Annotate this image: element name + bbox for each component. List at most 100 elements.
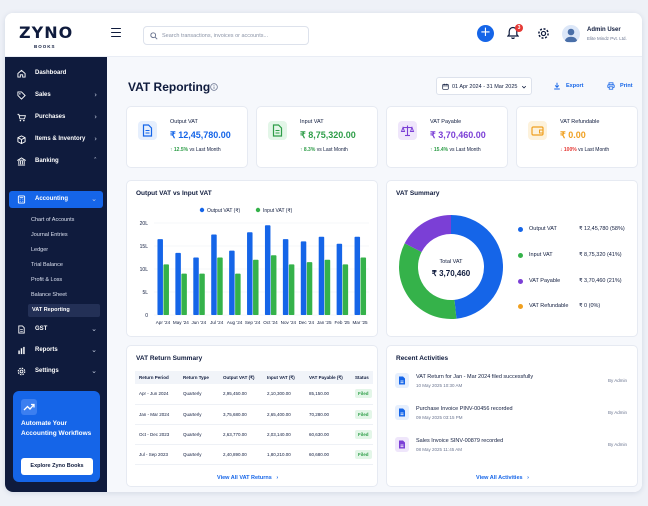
chevron-right-icon: › — [94, 135, 97, 143]
add-new-button[interactable]: + — [477, 25, 494, 42]
user-name[interactable]: Admin User — [587, 27, 621, 33]
kpi-label: Output VAT — [170, 119, 198, 125]
bar-input-vat[interactable] — [217, 257, 223, 316]
table-header[interactable]: VAT Payable (₹) — [305, 371, 351, 384]
scale-icon — [398, 121, 417, 140]
search-input[interactable] — [162, 31, 302, 41]
legend-label: Input VAT (₹) — [263, 208, 293, 214]
explore-button[interactable]: Explore Zyno Books — [21, 458, 93, 475]
status-badge: Filed — [355, 449, 372, 459]
table-cell: Apr - Jun 2024 — [135, 384, 179, 405]
sidebar-subitem-balance-sheet[interactable]: Balance Sheet — [31, 292, 67, 298]
table-cell: 1,80,210.00 — [263, 444, 305, 465]
activity-title[interactable]: Purchase Invoice PINV-00456 recorded — [416, 406, 513, 412]
sidebar-item-settings[interactable]: Settings ⌄ — [9, 363, 103, 380]
bar-input-vat[interactable] — [342, 264, 349, 315]
user-org: Elite Mindz Pvt. Ltd. — [587, 36, 627, 41]
kpi-change: ↑ 15.4% vs Last Month — [430, 147, 481, 153]
kpi-card-vat-refundable[interactable]: VAT Refundable ₹ 0.00 ↓ 100% vs Last Mon… — [516, 106, 638, 168]
sidebar-item-inventory[interactable]: Items & Inventory › — [9, 131, 103, 148]
kpi-card-vat-payable[interactable]: VAT Payable ₹ 3,70,460.00 ↑ 15.4% vs Las… — [386, 106, 508, 168]
table-header[interactable]: Input VAT (₹) — [263, 371, 305, 384]
bar-output-vat[interactable] — [336, 243, 343, 315]
sidebar-subitem-trial-balance[interactable]: Trial Balance — [31, 262, 63, 268]
donut-center-label: Total VAT — [439, 259, 463, 265]
table-row[interactable]: Jan - Mar 2024 Quarterly 3,75,680.00 2,65,4… — [135, 404, 373, 425]
table-cell: 60,680.00 — [305, 444, 351, 465]
bar-output-vat[interactable] — [300, 241, 307, 315]
sidebar-item-label: Purchases — [35, 114, 66, 120]
bar-input-vat[interactable] — [288, 264, 295, 315]
sidebar-item-purchases[interactable]: Purchases › — [9, 109, 103, 126]
table-row[interactable]: Oct - Dec 2023 Quarterly 2,63,770.00 2,03,1… — [135, 424, 373, 445]
sidebar-item-reports[interactable]: Reports ⌄ — [9, 342, 103, 359]
activity-author: By Admin — [607, 410, 627, 415]
bar-input-vat[interactable] — [163, 264, 169, 315]
table-row[interactable]: Jul - Sep 2023 Quarterly 2,40,890.00 1,80,2… — [135, 444, 373, 465]
menu-icon[interactable] — [111, 28, 121, 38]
kpi-card-input-vat[interactable]: Input VAT ₹ 8,75,320.00 ↑ 8.3% vs Last M… — [256, 106, 378, 168]
bar-output-vat[interactable] — [318, 236, 325, 315]
bar-input-vat[interactable] — [235, 273, 241, 315]
gear-icon[interactable] — [537, 27, 550, 40]
bar-output-vat[interactable] — [247, 232, 253, 315]
table-cell: Quarterly — [179, 384, 219, 405]
table-header[interactable]: Status — [351, 371, 373, 384]
info-icon[interactable] — [210, 83, 218, 91]
chevron-down-icon — [521, 85, 527, 89]
legend-marker — [199, 207, 205, 213]
date-range-picker[interactable]: 01 Apr 2024 - 31 Mar 2025 — [436, 77, 532, 95]
chevron-right-icon: › — [527, 475, 529, 481]
print-button[interactable]: Print — [607, 77, 637, 95]
kpi-card-output-vat[interactable]: Output VAT ₹ 12,45,780.00 ↑ 12.5% vs Las… — [126, 106, 248, 168]
bar-output-vat[interactable] — [264, 225, 271, 315]
bar-output-vat[interactable] — [157, 239, 163, 315]
bar-output-vat[interactable] — [175, 252, 181, 315]
donut-slice-vat-payable[interactable] — [404, 215, 451, 253]
legend-value: ₹ 0 (0%) — [579, 303, 601, 309]
bar-output-vat[interactable] — [193, 257, 199, 316]
sidebar-subitem-profit-loss[interactable]: Profit & Loss — [31, 277, 63, 283]
bar-input-vat[interactable] — [306, 262, 313, 315]
sidebar-subitem-ledger[interactable]: Ledger — [31, 247, 49, 253]
table-cell: 3,75,680.00 — [219, 404, 263, 425]
activity-title[interactable]: Sales Invoice SINV-00879 recorded — [416, 438, 504, 444]
bar-input-vat[interactable] — [324, 259, 331, 315]
sidebar-subitem-chart-of-accounts[interactable]: Chart of Accounts — [31, 217, 75, 223]
legend-label: VAT Payable — [529, 278, 561, 284]
brand-logo[interactable]: ZYNO — [19, 23, 74, 42]
sidebar-item-dashboard[interactable]: Dashboard — [9, 65, 103, 82]
sidebar-item-accounting[interactable]: Accounting ⌄ — [9, 191, 103, 208]
table-header[interactable]: Return Type — [179, 371, 219, 384]
bar-output-vat[interactable] — [229, 250, 235, 315]
sidebar-item-gst[interactable]: GST ⌄ — [9, 321, 103, 338]
avatar[interactable] — [562, 25, 580, 43]
table-header[interactable]: Output VAT (₹) — [219, 371, 263, 384]
bar-input-vat[interactable] — [270, 255, 277, 315]
bar-input-vat[interactable] — [360, 257, 367, 316]
export-button[interactable]: Export — [553, 77, 589, 95]
table-header[interactable]: Return Period — [135, 371, 179, 384]
bar-output-vat[interactable] — [211, 234, 217, 316]
table-cell: 85,150.00 — [305, 384, 351, 405]
bar-input-vat[interactable] — [253, 259, 259, 315]
sidebar-item-sales[interactable]: Sales › — [9, 87, 103, 104]
sidebar-item-banking[interactable]: Banking ˆ — [9, 153, 103, 170]
donut-slice-input-vat[interactable] — [399, 243, 457, 319]
document-icon — [268, 121, 287, 140]
calculator-icon — [17, 195, 26, 204]
activity-title[interactable]: VAT Return for Jan - Mar 2024 filed succ… — [416, 374, 534, 380]
bar-input-vat[interactable] — [181, 273, 187, 315]
x-tick-label: Dec '24 — [299, 320, 315, 325]
table-row[interactable]: Apr - Jun 2024 Quarterly 2,95,450.00 2,10,3… — [135, 384, 373, 405]
donut-slice-output-vat[interactable] — [451, 215, 503, 319]
sidebar-subitem-vat-reporting[interactable]: VAT Reporting — [28, 304, 100, 317]
bar-input-vat[interactable] — [199, 273, 205, 315]
bar-output-vat[interactable] — [282, 239, 289, 315]
view-all-vat-returns-link[interactable]: View All VAT Returns › — [217, 475, 278, 481]
search-box[interactable] — [143, 26, 309, 45]
view-all-activities-link[interactable]: View All Activities › — [476, 475, 529, 481]
bar-output-vat[interactable] — [354, 236, 361, 315]
kpi-change: ↑ 8.3% vs Last Month — [300, 147, 348, 153]
sidebar-subitem-journal-entries[interactable]: Journal Entries — [31, 232, 68, 238]
